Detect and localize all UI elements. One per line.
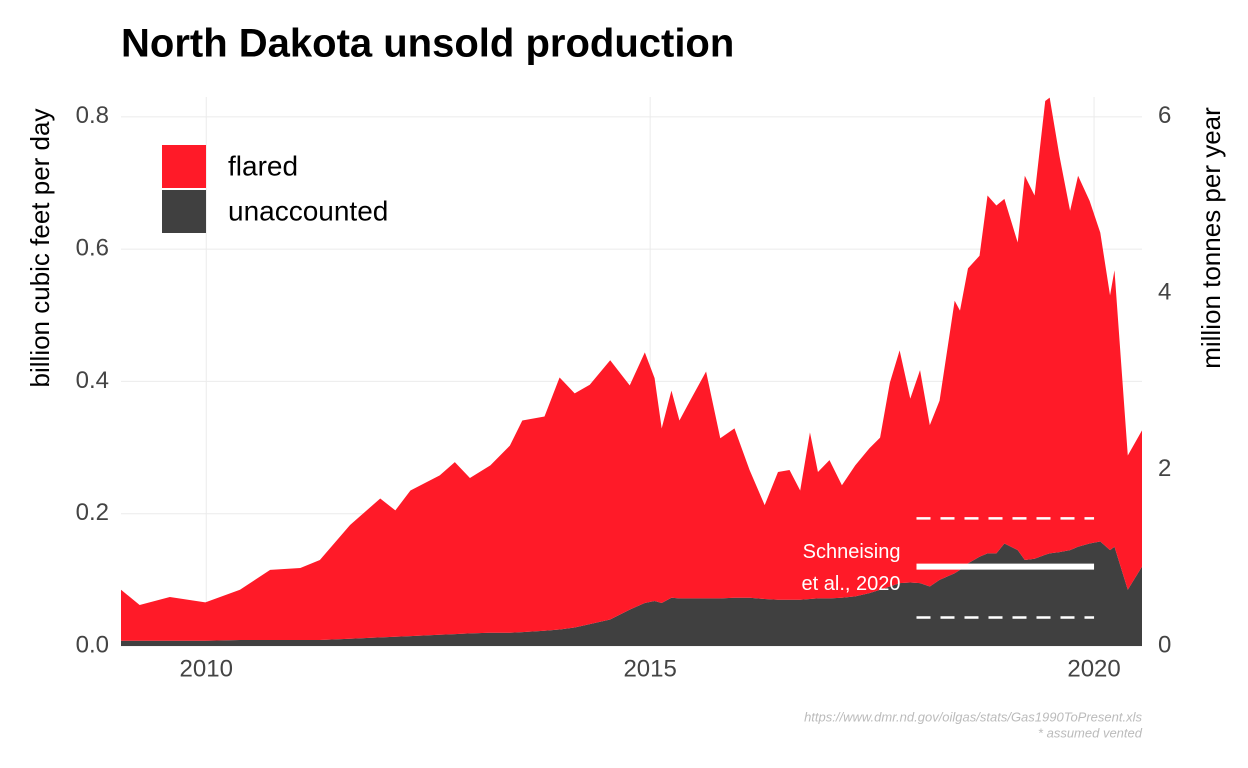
source: https://www.dmr.nd.gov/oilgas/stats/Gas1… — [804, 709, 1142, 724]
y2-tick-label: 4 — [1158, 279, 1171, 306]
y-tick-label: 0.4 — [76, 367, 109, 394]
y2-axis-title: million tonnes per year — [1196, 107, 1226, 369]
annotation-text: Schneising — [803, 541, 901, 563]
y-axis-title: billion cubic feet per day — [25, 109, 55, 388]
annotation-text: et al., 2020 — [802, 573, 901, 595]
y-tick-label: 0.6 — [76, 234, 109, 261]
y-tick-label: 0.0 — [76, 631, 109, 658]
footnote: * assumed vented — [1038, 725, 1143, 740]
y-tick-label: 0.8 — [76, 102, 109, 129]
legend-swatch — [162, 190, 206, 233]
area — [121, 97, 1142, 641]
y-tick-label: 0.2 — [76, 499, 109, 526]
legend-label: unaccounted — [228, 195, 388, 226]
x-tick-label: 2015 — [623, 655, 676, 682]
y2-tick-label: 2 — [1158, 455, 1171, 482]
legend-label: flared — [228, 150, 298, 181]
chart-title: North Dakota unsold production — [121, 22, 734, 66]
y2-tick-label: 0 — [1158, 631, 1171, 658]
area — [121, 541, 1142, 646]
x-tick-label: 2020 — [1067, 655, 1120, 682]
y2-tick-label: 6 — [1158, 102, 1171, 129]
x-tick-label: 2010 — [180, 655, 233, 682]
legend-swatch — [162, 145, 206, 188]
